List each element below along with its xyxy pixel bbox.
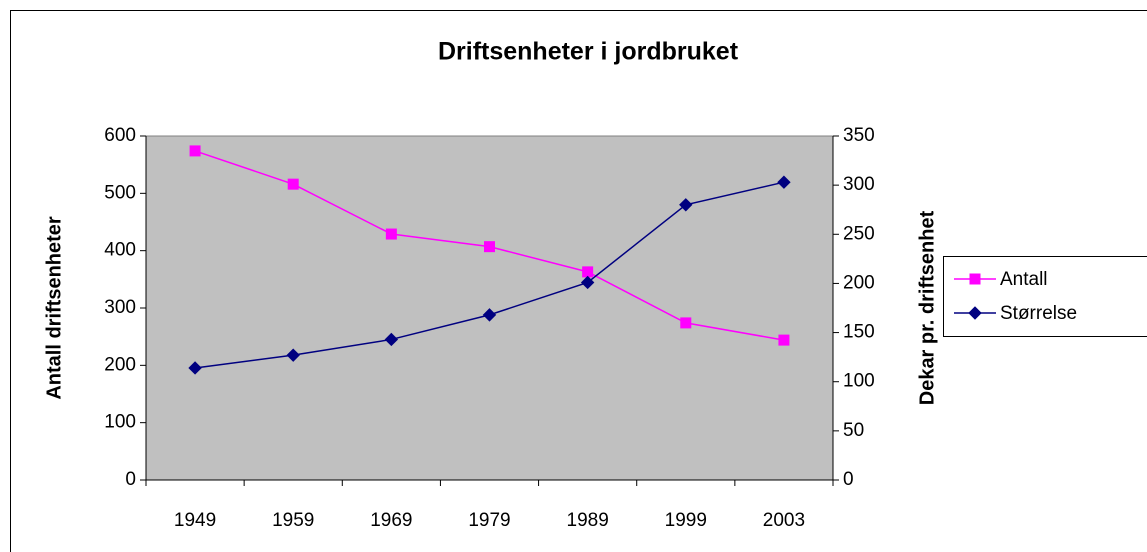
marker xyxy=(286,348,300,362)
x-tick-label: 2003 xyxy=(763,510,805,531)
y2-tick-label: 0 xyxy=(843,469,854,490)
legend-label: Antall xyxy=(1000,269,1048,290)
y2-tick-label: 50 xyxy=(843,420,864,441)
marker xyxy=(969,273,981,285)
legend-box xyxy=(943,256,1147,337)
marker xyxy=(778,334,790,346)
marker xyxy=(777,175,791,189)
y-axis-title: Antall driftsenheter xyxy=(43,216,65,400)
x-tick-label: 1949 xyxy=(174,510,216,531)
x-tick-label: 1979 xyxy=(468,510,510,531)
marker xyxy=(287,178,299,190)
y2-tick-label: 150 xyxy=(843,322,875,343)
y-tick-label: 500 xyxy=(104,182,136,203)
plot-area xyxy=(145,135,834,481)
marker xyxy=(482,308,497,322)
marker xyxy=(484,241,495,253)
y2-tick-label: 100 xyxy=(843,371,875,392)
y-tick-label: 200 xyxy=(104,354,136,375)
marker xyxy=(582,266,594,278)
x-tick-label: 1969 xyxy=(370,510,412,531)
y-tick-label: 300 xyxy=(104,297,136,318)
y-tick-label: 100 xyxy=(104,412,136,433)
legend-label: Størrelse xyxy=(1000,303,1077,324)
marker xyxy=(679,198,693,212)
chart-title: Driftsenheter i jordbruket xyxy=(438,38,739,66)
y2-axis-title: Dekar pr. driftsenhet xyxy=(916,210,938,405)
marker xyxy=(188,361,202,375)
y2-tick-label: 350 xyxy=(843,125,875,146)
marker xyxy=(384,332,399,347)
marker xyxy=(189,145,201,157)
marker xyxy=(680,317,692,329)
y2-tick-label: 200 xyxy=(843,272,875,293)
y-tick-label: 0 xyxy=(125,469,136,490)
y2-tick-label: 250 xyxy=(843,223,875,244)
y-tick-label: 400 xyxy=(104,240,136,261)
marker xyxy=(385,228,397,240)
y-tick-label: 600 xyxy=(104,125,136,146)
x-tick-label: 1989 xyxy=(567,510,609,531)
marker xyxy=(968,306,982,320)
x-tick-label: 1999 xyxy=(665,510,707,531)
x-tick-label: 1959 xyxy=(272,510,314,531)
marker xyxy=(580,275,595,290)
y2-tick-label: 300 xyxy=(843,174,875,195)
